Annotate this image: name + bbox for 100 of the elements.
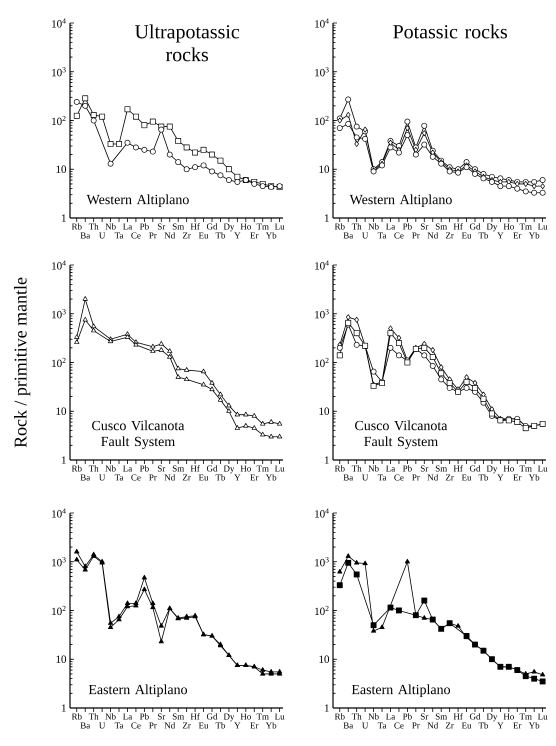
x-tick-label: Ho <box>504 714 514 720</box>
x-tick-label: Nb <box>105 465 116 472</box>
x-tick-label: Sr <box>158 714 166 720</box>
x-tick-label: Er <box>250 232 258 238</box>
y-tick-label: 10$^{4}$ <box>315 260 329 270</box>
y-tick-label: 1 <box>62 704 66 712</box>
chart-title: Potassic rocks <box>393 24 507 38</box>
y-tick-label: 10$^{2}$ <box>52 606 66 616</box>
x-tick-label: Hf <box>190 713 200 720</box>
y-tick-label: 10$^{4}$ <box>52 260 66 270</box>
x-tick-label: Eu <box>462 722 472 729</box>
x-tick-label: Er <box>250 474 258 480</box>
x-tick-label: Tm <box>256 466 269 472</box>
y-tick-label: 10 <box>319 166 330 173</box>
x-tick-label: Dy <box>224 224 234 232</box>
y-tick-label: 10$^{2}$ <box>315 606 329 616</box>
x-tick-label: Gd <box>470 465 480 472</box>
y-tick-label: 1 <box>62 214 66 222</box>
x-tick-label: Rb <box>334 223 345 230</box>
x-tick-label: Tm <box>520 714 532 720</box>
x-tick-label: Lu <box>538 714 548 720</box>
x-tick-label: U <box>99 232 106 239</box>
x-tick-label: Rb <box>72 223 82 230</box>
x-tick-label: Sr <box>158 224 166 230</box>
y-tick-label: 1 <box>324 214 329 222</box>
annotation: Cusco Vilcanota Fault System <box>92 420 184 450</box>
x-tick-label: U <box>362 232 368 239</box>
x-tick-label: Y <box>234 232 240 238</box>
x-tick-label: Pb <box>402 223 412 230</box>
x-tick-label: Ce <box>394 722 404 729</box>
x-tick-label: Pr <box>149 722 157 728</box>
x-tick-label: Yb <box>528 474 540 481</box>
x-tick-label: Pr <box>412 474 420 480</box>
annotation: Eastern Altiplano <box>88 684 188 698</box>
x-tick-label: Rb <box>334 713 345 720</box>
x-tick-label: Ho <box>504 466 514 472</box>
x-tick-label: La <box>123 714 132 720</box>
x-tick-label: Zr <box>446 232 454 238</box>
x-tick-label: Th <box>352 223 362 230</box>
x-tick-label: Nd <box>428 232 438 239</box>
x-tick-label: Yb <box>528 722 540 729</box>
x-tick-label: Y <box>497 722 504 728</box>
x-tick-label: Zr <box>182 474 191 480</box>
x-tick-label: Lu <box>538 224 548 230</box>
y-tick-label: 10 <box>56 408 66 415</box>
x-tick-label: Ce <box>131 232 141 239</box>
x-tick-label: Ho <box>240 714 251 720</box>
x-tick-label: Pb <box>140 465 149 472</box>
x-tick-label: Zr <box>182 722 191 728</box>
y-tick-label: 10 <box>56 166 66 173</box>
x-tick-label: Pb <box>140 713 149 720</box>
x-tick-label: Ce <box>394 232 404 239</box>
x-tick-label: Ho <box>240 224 251 230</box>
x-tick-label: Nd <box>164 474 176 481</box>
x-tick-label: Gd <box>470 223 480 230</box>
x-tick-label: Ba <box>80 232 90 239</box>
x-tick-label: Ce <box>131 722 141 729</box>
x-tick-label: Dy <box>486 224 498 232</box>
x-tick-label: Rb <box>72 465 82 472</box>
x-tick-label: Eu <box>198 232 208 239</box>
x-tick-label: Hf <box>454 465 463 472</box>
y-tick-label: 10$^{4}$ <box>315 18 329 28</box>
x-tick-label: Ta <box>114 232 124 239</box>
x-tick-label: Pb <box>402 465 412 472</box>
x-tick-label: Sm <box>172 466 184 472</box>
y-tick-label: 10$^{3}$ <box>52 309 66 318</box>
x-tick-label: La <box>386 466 396 472</box>
annotation: Western Altiplano <box>350 194 452 208</box>
x-tick-label: Zr <box>446 722 454 728</box>
x-tick-label: Nb <box>368 713 379 720</box>
annotation: Western Altiplano <box>86 194 189 208</box>
y-tick-label: 10$^{3}$ <box>315 557 329 566</box>
x-tick-label: Ba <box>344 474 354 481</box>
x-tick-label: Ta <box>378 722 386 729</box>
x-tick-label: Eu <box>198 722 208 729</box>
y-tick-label: 10$^{2}$ <box>52 358 66 368</box>
x-tick-label: Pr <box>149 474 157 480</box>
x-tick-label: Nb <box>105 713 116 720</box>
x-tick-label: Lu <box>274 714 284 720</box>
x-tick-label: Ba <box>344 722 354 729</box>
y-tick-label: 10$^{4}$ <box>315 508 329 518</box>
x-tick-label: U <box>99 474 106 481</box>
x-tick-label: Pb <box>140 223 149 230</box>
x-tick-label: Sm <box>436 466 448 472</box>
x-tick-label: Th <box>352 465 362 472</box>
x-tick-label: Sr <box>420 224 428 230</box>
x-tick-label: Eu <box>198 474 208 481</box>
x-tick-label: Nb <box>105 223 116 230</box>
annotation: Eastern Altiplano <box>352 684 450 698</box>
x-tick-label: U <box>99 722 106 729</box>
x-tick-label: Zr <box>446 474 454 480</box>
x-tick-label: Ho <box>504 224 514 230</box>
x-tick-label: Hf <box>454 223 463 230</box>
x-tick-label: Lu <box>274 224 284 230</box>
y-tick-label: 10 <box>319 656 330 663</box>
x-tick-label: Yb <box>266 474 276 481</box>
x-tick-label: Nd <box>164 722 176 729</box>
y-tick-label: 10$^{3}$ <box>315 309 329 318</box>
x-tick-label: Nd <box>164 232 176 239</box>
x-tick-label: Sm <box>172 224 184 230</box>
